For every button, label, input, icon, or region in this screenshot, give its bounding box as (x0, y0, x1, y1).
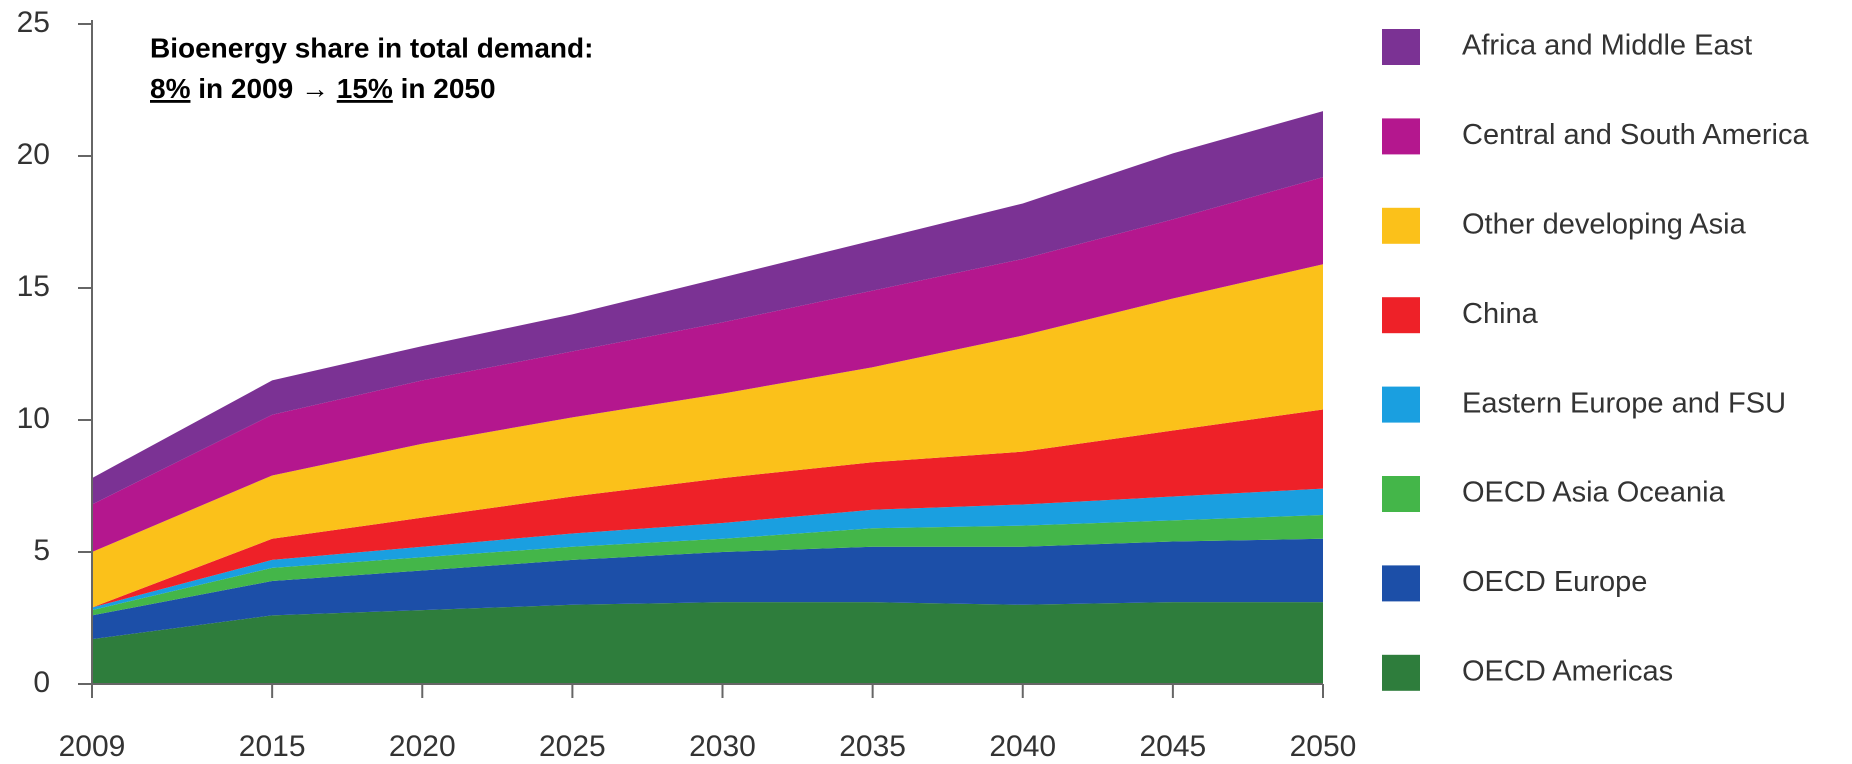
legend-swatch (1382, 29, 1420, 65)
legend-swatch (1382, 207, 1420, 244)
annotation-part: 15% (337, 73, 393, 104)
legend-label: Other developing Asia (1462, 208, 1747, 240)
legend-swatch (1382, 386, 1420, 423)
y-tick-label: 25 (17, 6, 50, 39)
legend-swatch (1382, 476, 1420, 512)
x-tick-label: 2030 (689, 730, 756, 763)
x-tick-label: 2050 (1290, 730, 1357, 763)
y-tick-label: 10 (17, 402, 50, 435)
x-tick-label: 2045 (1140, 730, 1207, 763)
legend-swatch (1382, 565, 1420, 602)
legend-label: Africa and Middle East (1462, 30, 1752, 62)
legend-label: China (1462, 298, 1539, 330)
legend-label: Eastern Europe and FSU (1462, 387, 1786, 419)
area (92, 264, 1323, 608)
x-tick-label: 2020 (389, 730, 456, 763)
legend-swatch (1382, 297, 1420, 334)
legend-label: OECD Americas (1462, 655, 1673, 687)
legend-swatch (1382, 118, 1420, 155)
x-tick-label: 2035 (839, 730, 906, 763)
annotation-part: in 2009 → (190, 73, 336, 104)
annotation-part: in 2050 (393, 73, 496, 104)
legend-label: Central and South America (1462, 119, 1809, 151)
x-tick-label: 2009 (59, 730, 126, 763)
annotation-part: 8% (150, 73, 191, 104)
area (92, 488, 1323, 611)
area (92, 538, 1323, 640)
y-tick-label: 0 (33, 666, 50, 699)
legend-label: OECD Europe (1462, 566, 1647, 598)
area (92, 177, 1323, 552)
x-tick-label: 2015 (239, 730, 306, 763)
area (92, 602, 1323, 684)
area (92, 409, 1323, 608)
x-tick-label: 2025 (539, 730, 606, 763)
y-tick-label: 20 (17, 138, 50, 171)
area (92, 515, 1323, 616)
y-tick-label: 5 (33, 534, 50, 567)
area (92, 111, 1323, 505)
annotation: Bioenergy share in total demand: (150, 32, 593, 63)
annotation: 8% in 2009 → 15% in 2050 (150, 73, 496, 104)
legend-swatch (1382, 654, 1420, 691)
legend-label: OECD Asia Oceania (1462, 477, 1726, 509)
y-tick-label: 15 (17, 270, 50, 303)
x-tick-label: 2040 (989, 730, 1056, 763)
